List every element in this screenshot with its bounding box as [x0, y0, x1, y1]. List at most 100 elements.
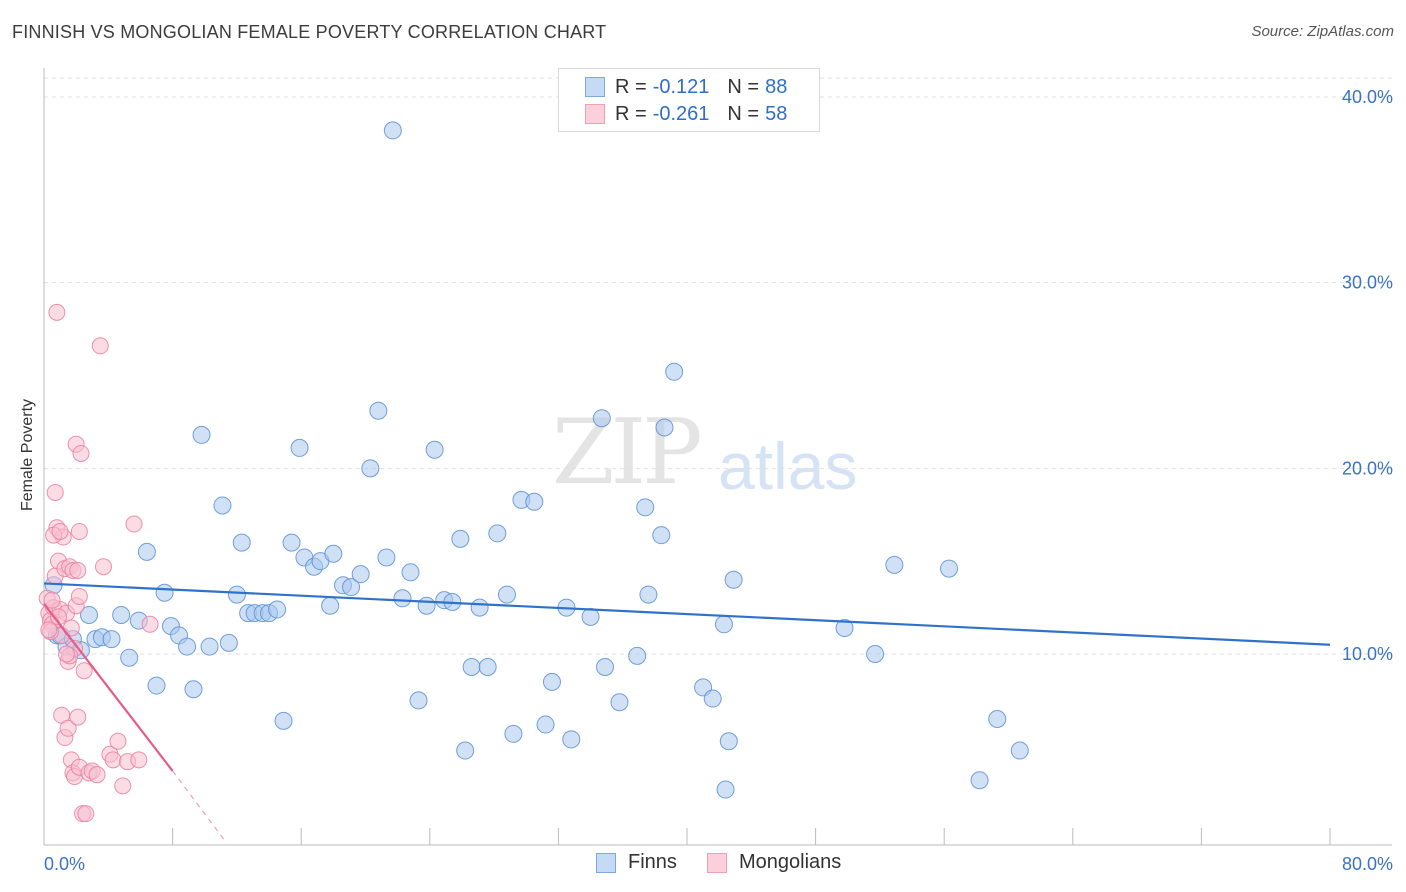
finns-point — [665, 362, 684, 381]
finns-point — [274, 711, 293, 730]
finns-point — [369, 401, 388, 420]
finns-point — [282, 533, 301, 552]
mongolians-point — [114, 777, 132, 795]
finns-point — [596, 657, 615, 676]
mongolians-point — [69, 561, 87, 579]
finns-point — [470, 598, 489, 617]
finns-point — [178, 637, 197, 656]
mongolians-point — [94, 558, 112, 576]
finns-point — [716, 780, 735, 799]
finns-point — [703, 689, 722, 708]
finns-point — [542, 672, 561, 691]
finns-point — [988, 709, 1007, 728]
legend-n-value: 88 — [765, 75, 788, 98]
mongolians-point — [130, 751, 148, 769]
legend-swatch-finns — [585, 77, 605, 97]
mongolians-point — [69, 708, 87, 726]
legend-item-mongolians[interactable]: Mongolians — [707, 851, 841, 874]
legend-swatch-mongolians — [585, 104, 605, 124]
finns-point — [417, 596, 436, 615]
mongolians-trendline — [43, 603, 174, 772]
finns-label: Finns — [628, 851, 677, 873]
finns-point — [361, 459, 380, 478]
finns-point — [147, 676, 166, 695]
mongolians-point — [48, 303, 66, 321]
finns-point — [562, 730, 581, 749]
finns-point — [536, 715, 555, 734]
mongolians-point — [88, 766, 106, 784]
mongolians-point — [91, 337, 109, 355]
finns-point — [290, 438, 309, 457]
finns-point — [497, 585, 516, 604]
finns-point — [636, 498, 655, 517]
legend-r-label: R = — [615, 75, 647, 98]
finns-point — [610, 693, 629, 712]
mongolians-point — [109, 732, 127, 750]
watermark-atlas: atlas — [718, 429, 858, 503]
finns-point — [655, 418, 674, 437]
mongolians-trendline-extension — [172, 770, 225, 841]
finns-point — [525, 492, 544, 511]
finns-point — [321, 596, 340, 615]
finns-point — [581, 607, 600, 626]
finns-point — [324, 544, 343, 563]
mongolians-point — [70, 587, 88, 605]
chart-title: FINNISH VS MONGOLIAN FEMALE POVERTY CORR… — [12, 22, 607, 42]
finns-point — [652, 526, 671, 545]
mongolians-point — [141, 615, 159, 633]
finns-point — [227, 585, 246, 604]
finns-point — [401, 563, 420, 582]
mongolians-point — [104, 751, 122, 769]
finns-point — [213, 496, 232, 515]
legend-r-value: -0.121 — [652, 75, 710, 98]
finns-point — [200, 637, 219, 656]
finns-point — [462, 657, 481, 676]
legend-r-value: -0.261 — [652, 102, 710, 125]
watermark-zip: ZIP — [552, 400, 703, 505]
mongolians-point — [43, 591, 61, 609]
y-tick-label: 20.0% — [1342, 458, 1393, 478]
finns-point — [478, 657, 497, 676]
finns-point — [120, 648, 139, 667]
y-tick-label: 30.0% — [1342, 273, 1393, 293]
finns-point — [137, 542, 156, 561]
finns-point — [112, 606, 131, 625]
finns-point — [425, 440, 444, 459]
legend-item-finns[interactable]: Finns — [596, 851, 677, 874]
finns-point — [639, 585, 658, 604]
mongolians-point — [51, 522, 69, 540]
correlation-legend: R = -0.121 N = 88 R = -0.261 N = 58 — [558, 68, 820, 132]
mongolians-point — [77, 805, 95, 823]
y-tick-label: 40.0% — [1342, 87, 1393, 107]
finns-point — [393, 589, 412, 608]
finns-trendline — [43, 582, 1331, 646]
mongolians-point — [70, 522, 88, 540]
legend-n-value: 58 — [765, 102, 788, 125]
finns-point — [219, 633, 238, 652]
finns-point — [451, 529, 470, 548]
finns-point — [885, 555, 904, 574]
finns-point — [383, 121, 402, 140]
finns-point — [714, 615, 733, 634]
legend-n-label: N = — [727, 75, 760, 98]
mongolians-point — [72, 444, 90, 462]
finns-point — [970, 771, 989, 790]
finns-point — [488, 524, 507, 543]
legend-n-label: N = — [727, 102, 760, 125]
finns-point — [102, 630, 121, 649]
x-tick-label: 0.0% — [44, 854, 85, 874]
finns-point — [342, 578, 361, 597]
legend-r-label: R = — [615, 102, 647, 125]
finns-point — [592, 409, 611, 428]
finns-point — [628, 646, 647, 665]
finns-point — [80, 606, 99, 625]
finns-point — [866, 645, 885, 663]
finns-point — [155, 583, 174, 602]
series-legend: Finns Mongolians — [0, 851, 1406, 877]
finns-point — [940, 559, 959, 578]
legend-row-mongolians: R = -0.261 N = 58 — [585, 101, 787, 127]
finns-point — [192, 425, 211, 444]
x-tick-label: 80.0% — [1342, 854, 1393, 874]
finns-swatch — [596, 852, 616, 873]
